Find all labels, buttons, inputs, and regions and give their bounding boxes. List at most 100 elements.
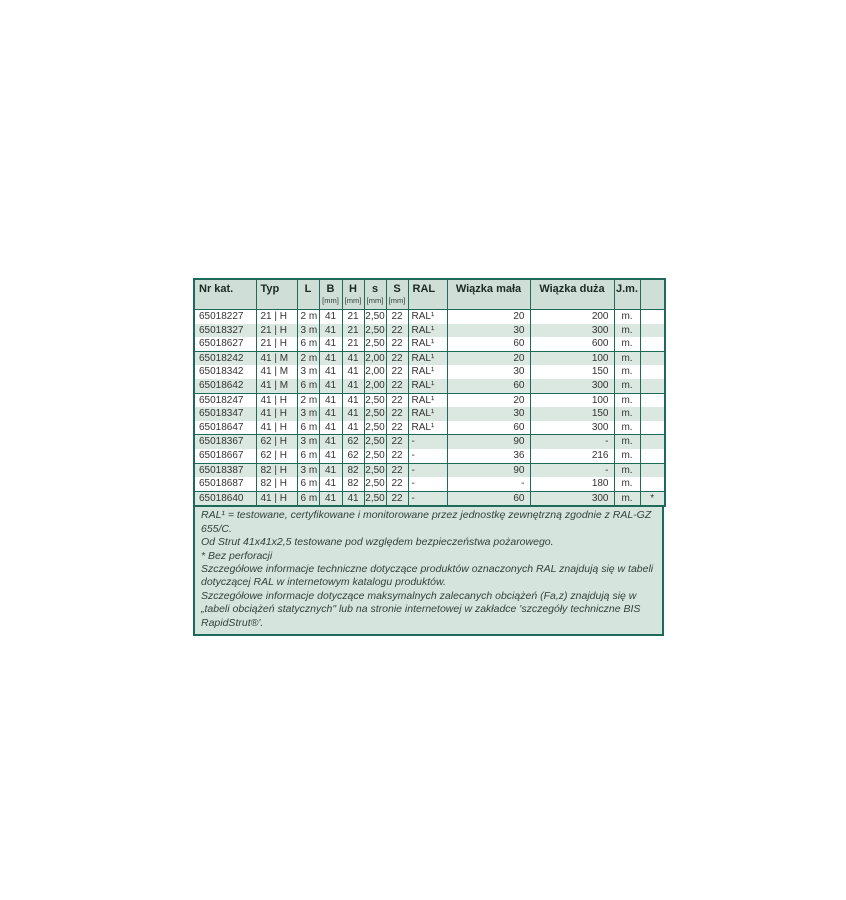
cell-l: 6 m (296, 420, 319, 436)
cell-h: 21 (341, 309, 364, 324)
cell-typ: 21 | H (255, 337, 297, 352)
column-header-h: H [mm] (341, 279, 364, 310)
cell-s-duze: 22 (385, 420, 408, 436)
column-label: Nr kat. (199, 283, 234, 295)
table-header: Nr kat. Typ L B [mm] H [mm] s [mm] S [mm] RAL Wiązka… (194, 279, 665, 310)
column-header-note (639, 279, 665, 310)
cell-typ: 82 | H (255, 477, 297, 492)
column-label: B (326, 283, 335, 295)
cell-ral: RAL¹ (407, 393, 447, 408)
cell-s-duze: 22 (385, 337, 408, 352)
cell-ral: RAL¹ (407, 323, 447, 338)
cell-nr-kat: 65018227 (194, 309, 256, 324)
cell-s-male: 2,50 (363, 463, 386, 478)
column-label: RAL (412, 283, 436, 295)
cell-note (639, 477, 665, 492)
cell-wiazka-mala: 60 (446, 420, 530, 436)
catalog-table-block: Nr kat. Typ L B [mm] H [mm] s [mm] S [mm] RAL Wiązka… (193, 278, 666, 636)
cell-wiazka-duza: 300 (529, 323, 614, 338)
cell-wiazka-duza: 600 (529, 337, 614, 352)
cell-wiazka-mala: 20 (446, 351, 530, 366)
cell-wiazka-mala: 36 (446, 448, 530, 464)
cell-nr-kat: 65018642 (194, 378, 256, 394)
column-unit: [mm] (366, 296, 384, 305)
cell-wiazka-mala: 60 (446, 491, 530, 507)
cell-s-male: 2,00 (363, 351, 386, 366)
cell-b: 41 (318, 351, 342, 366)
column-label: s (371, 283, 379, 295)
cell-l: 3 m (296, 323, 319, 338)
cell-l: 3 m (296, 434, 319, 449)
cell-wiazka-duza: - (529, 434, 614, 449)
cell-jm: m. (613, 407, 640, 421)
cell-nr-kat: 65018342 (194, 365, 256, 379)
cell-wiazka-mala: 20 (446, 393, 530, 408)
cell-nr-kat: 65018387 (194, 463, 256, 478)
cell-wiazka-mala: 60 (446, 378, 530, 394)
cell-l: 6 m (296, 491, 319, 507)
column-header-ral: RAL (407, 279, 447, 310)
cell-h: 41 (341, 407, 364, 421)
cell-l: 2 m (296, 309, 319, 324)
cell-l: 3 m (296, 365, 319, 379)
cell-b: 41 (318, 309, 342, 324)
cell-s-male: 2,50 (363, 407, 386, 421)
cell-ral: - (407, 491, 447, 507)
cell-wiazka-mala: - (446, 477, 530, 492)
cell-b: 41 (318, 434, 342, 449)
cell-note (639, 378, 665, 394)
column-header-typ: Typ (255, 279, 297, 310)
cell-jm: m. (613, 309, 640, 324)
cell-b: 41 (318, 448, 342, 464)
cell-note (639, 323, 665, 338)
cell-typ: 41 | M (255, 378, 297, 394)
cell-nr-kat: 65018647 (194, 420, 256, 436)
cell-h: 41 (341, 420, 364, 436)
cell-b: 41 (318, 491, 342, 507)
cell-wiazka-duza: 300 (529, 420, 614, 436)
cell-jm: m. (613, 491, 640, 507)
cell-jm: m. (613, 365, 640, 379)
cell-wiazka-mala: 30 (446, 365, 530, 379)
header-row: Nr kat. Typ L B [mm] H [mm] s [mm] S [mm] RAL Wiązka… (194, 279, 665, 310)
cell-ral: RAL¹ (407, 365, 447, 379)
cell-typ: 21 | H (255, 323, 297, 338)
cell-s-duze: 22 (385, 434, 408, 449)
cell-note (639, 463, 665, 478)
cell-wiazka-duza: 100 (529, 393, 614, 408)
cell-note (639, 407, 665, 421)
column-header-b: B [mm] (318, 279, 342, 310)
cell-jm: m. (613, 393, 640, 408)
column-header-l: L (296, 279, 319, 310)
cell-b: 41 (318, 393, 342, 408)
cell-ral: - (407, 434, 447, 449)
column-label: Typ (260, 283, 280, 295)
cell-note (639, 434, 665, 449)
cell-typ: 21 | H (255, 309, 297, 324)
product-table: Nr kat. Typ L B [mm] H [mm] s [mm] S [mm] RAL Wiązka… (193, 278, 666, 508)
cell-h: 21 (341, 323, 364, 338)
cell-l: 6 m (296, 477, 319, 492)
cell-l: 6 m (296, 378, 319, 394)
cell-s-duze: 22 (385, 365, 408, 379)
cell-note (639, 420, 665, 436)
cell-s-duze: 22 (385, 477, 408, 492)
footnote-line: Od Strut 41x41x2,5 testowane pod względe… (201, 536, 554, 549)
cell-typ: 62 | H (255, 448, 297, 464)
cell-b: 41 (318, 420, 342, 436)
cell-l: 6 m (296, 448, 319, 464)
column-header-wiazka-duza: Wiązka duża (529, 279, 614, 310)
cell-wiazka-mala: 90 (446, 434, 530, 449)
cell-note (639, 393, 665, 408)
cell-s-male: 2,50 (363, 393, 386, 408)
cell-l: 3 m (296, 407, 319, 421)
cell-jm: m. (613, 337, 640, 352)
cell-wiazka-duza: 150 (529, 407, 614, 421)
cell-wiazka-mala: 60 (446, 337, 530, 352)
cell-wiazka-duza: 180 (529, 477, 614, 492)
